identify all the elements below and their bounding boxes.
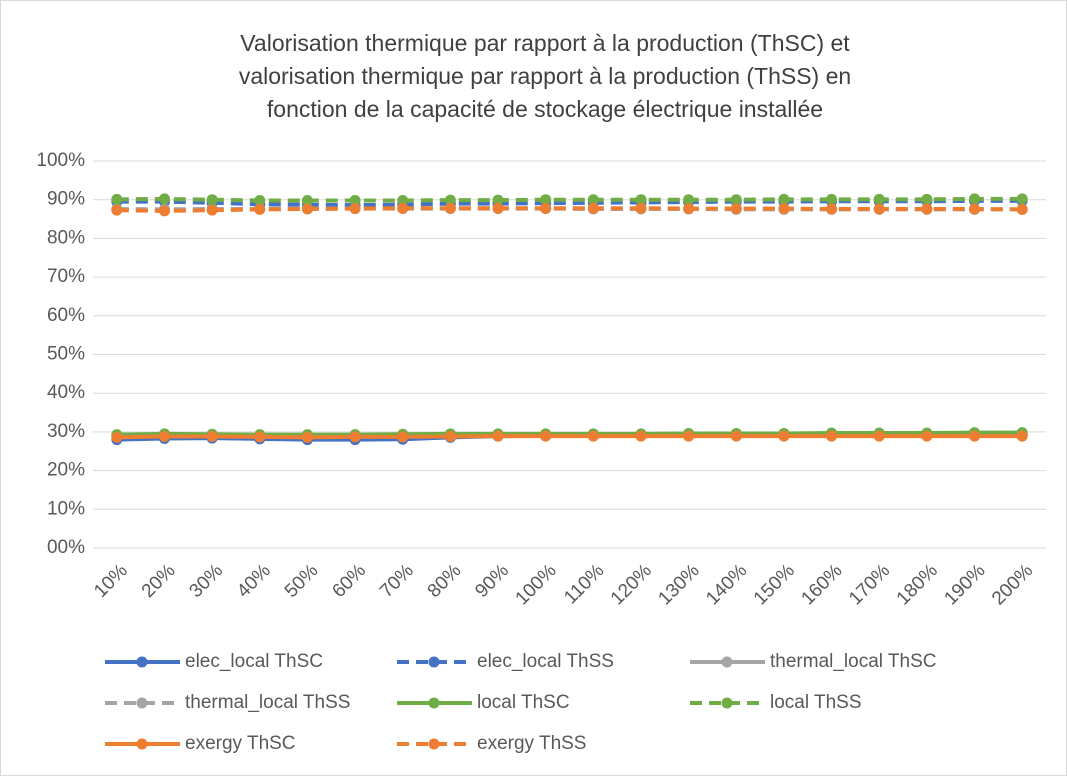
series-marker: [540, 430, 552, 442]
legend-marker: [136, 738, 148, 750]
legend-marker: [136, 656, 148, 668]
series-marker: [730, 430, 742, 442]
y-tick-label: 60%: [47, 305, 85, 326]
series-marker: [540, 194, 552, 206]
series-marker: [921, 203, 933, 215]
y-tick-label: 90%: [47, 189, 85, 210]
series-marker: [206, 431, 218, 443]
series-marker: [444, 194, 456, 206]
legend-label: exergy ThSS: [477, 733, 586, 754]
y-tick-label: 50%: [47, 344, 85, 365]
series-marker: [683, 430, 695, 442]
series-marker: [730, 194, 742, 206]
legend-label: thermal_local ThSC: [770, 651, 937, 672]
y-tick-label: 40%: [47, 382, 85, 403]
series-marker: [301, 194, 313, 206]
series-marker: [254, 203, 266, 215]
series-marker: [254, 194, 266, 206]
series-marker: [778, 193, 790, 205]
series-marker: [635, 430, 647, 442]
series-line: [116, 434, 1023, 440]
series-marker: [444, 202, 456, 214]
y-tick-label: 20%: [47, 460, 85, 481]
series-marker: [587, 202, 599, 214]
series-marker: [1016, 430, 1028, 442]
series-marker: [826, 430, 838, 442]
series-marker: [873, 193, 885, 205]
series-marker: [111, 193, 123, 205]
series-marker: [683, 194, 695, 206]
series-marker: [397, 194, 409, 206]
series-marker: [158, 193, 170, 205]
legend-marker: [136, 697, 148, 709]
series-marker: [778, 203, 790, 215]
legend-label: thermal_local ThSS: [185, 692, 350, 713]
legend-label: exergy ThSC: [185, 733, 296, 754]
series-marker: [349, 203, 361, 215]
legend-label: local ThSS: [770, 692, 862, 713]
series-marker: [158, 431, 170, 443]
series-marker: [921, 430, 933, 442]
series-marker: [826, 193, 838, 205]
series-marker: [1016, 193, 1028, 205]
y-tick-label: 00%: [47, 537, 85, 558]
series-marker: [206, 194, 218, 206]
series-marker: [349, 194, 361, 206]
series-marker: [492, 194, 504, 206]
series-marker: [349, 431, 361, 443]
series-marker: [587, 430, 599, 442]
y-tick-label: 100%: [36, 150, 85, 171]
y-tick-label: 70%: [47, 266, 85, 287]
series-marker: [301, 431, 313, 443]
series-marker: [778, 430, 790, 442]
series-marker: [540, 202, 552, 214]
series-marker: [969, 430, 981, 442]
series-marker: [444, 431, 456, 443]
series-marker: [492, 202, 504, 214]
chart-title: valorisation thermique par rapport à la …: [239, 63, 851, 89]
legend-label: elec_local ThSC: [185, 651, 323, 672]
series-marker: [826, 203, 838, 215]
series-marker: [969, 203, 981, 215]
legend-marker: [721, 656, 733, 668]
series-marker: [683, 203, 695, 215]
series-marker: [921, 193, 933, 205]
legend-marker: [721, 697, 733, 709]
series-marker: [873, 430, 885, 442]
legend-marker: [428, 656, 440, 668]
legend-marker: [428, 738, 440, 750]
chart-title: Valorisation thermique par rapport à la …: [240, 30, 850, 56]
legend-label: local ThSC: [477, 692, 570, 713]
series-marker: [492, 430, 504, 442]
series-marker: [635, 194, 647, 206]
series-marker: [254, 431, 266, 443]
legend-marker: [428, 697, 440, 709]
y-tick-label: 80%: [47, 227, 85, 248]
series-marker: [873, 203, 885, 215]
series-marker: [969, 193, 981, 205]
chart-title: fonction de la capacité de stockage élec…: [267, 96, 823, 122]
legend-label: elec_local ThSS: [477, 651, 614, 672]
y-tick-label: 10%: [47, 498, 85, 519]
series-marker: [730, 203, 742, 215]
series-marker: [111, 204, 123, 216]
series-marker: [111, 431, 123, 443]
y-tick-label: 30%: [47, 421, 85, 442]
series-marker: [635, 202, 647, 214]
series-marker: [158, 205, 170, 217]
series-marker: [397, 431, 409, 443]
series-marker: [1016, 203, 1028, 215]
series-marker: [301, 203, 313, 215]
series-marker: [397, 202, 409, 214]
series-marker: [587, 194, 599, 206]
series-line: [116, 430, 1023, 437]
series-marker: [206, 204, 218, 216]
